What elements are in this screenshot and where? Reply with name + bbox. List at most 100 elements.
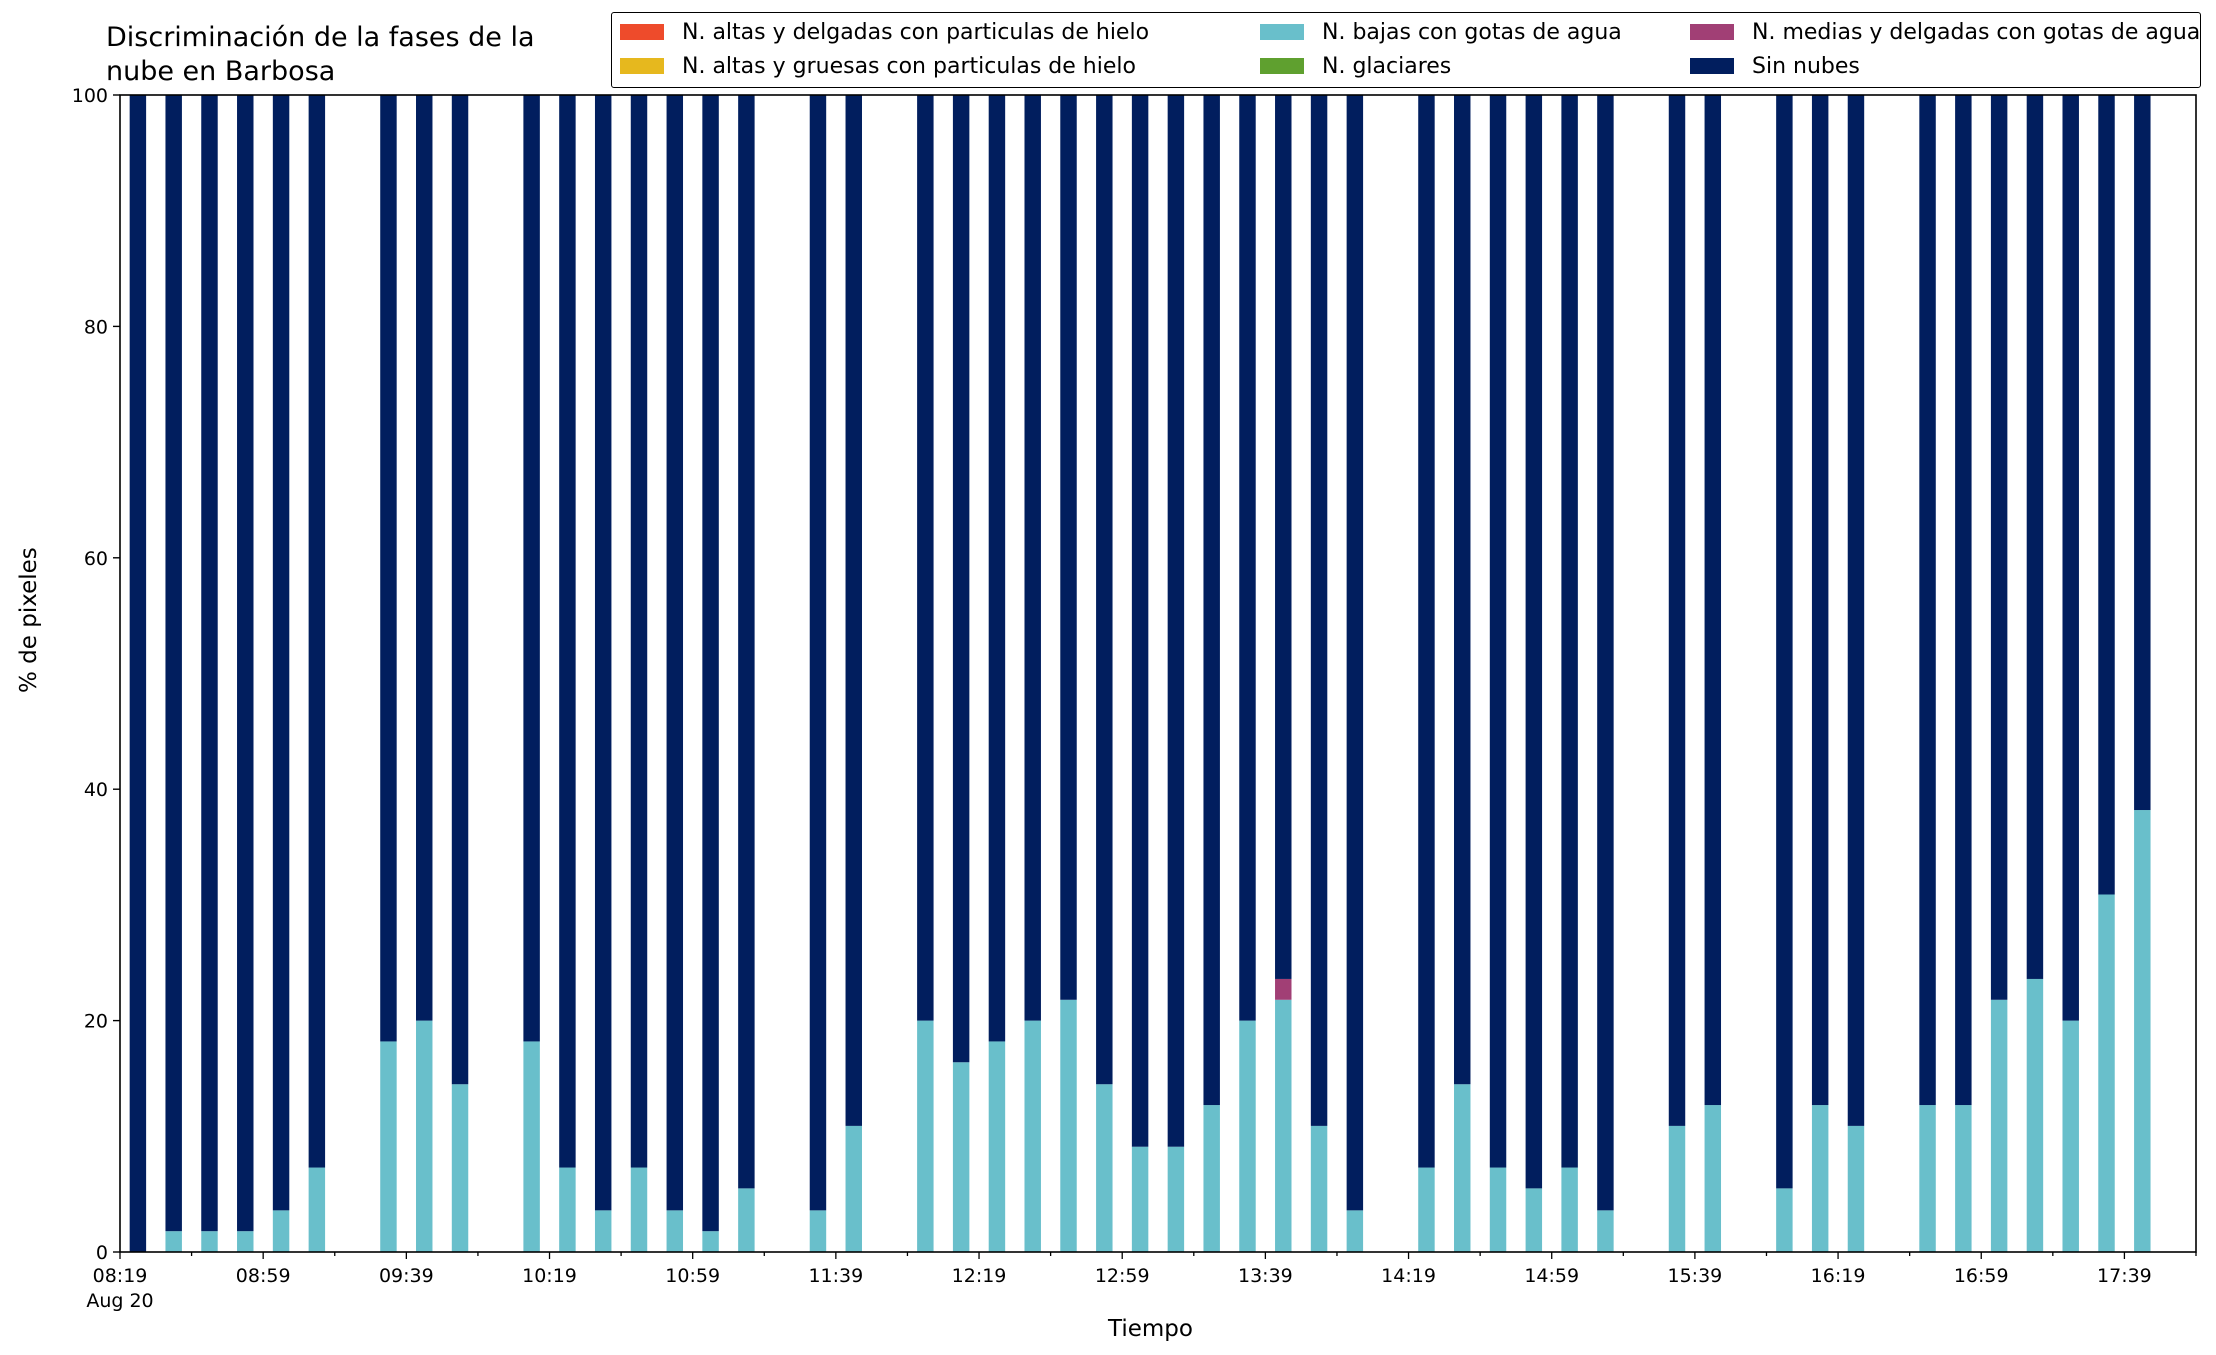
- x-tick-label: 14:19: [1381, 1265, 1436, 1287]
- bar-segment-s2-41: [1847, 95, 1865, 1126]
- bar-segment-s0-48: [2134, 810, 2151, 1252]
- bar-segment-s2-47: [2098, 95, 2115, 895]
- legend-label-medias-agua: N. medias y delgadas con gotas de agua: [1752, 19, 2201, 45]
- bar-segment-s0-26: [1203, 1105, 1220, 1252]
- bar-segment-s0-37: [1668, 1125, 1686, 1252]
- bar-segment-s0-43: [1955, 1105, 1972, 1252]
- bar-segment-s2-44: [1990, 95, 2008, 1000]
- legend-item-medias-agua: N. medias y delgadas con gotas de agua: [1690, 15, 2200, 49]
- bar-segment-s2-25: [1167, 95, 1185, 1147]
- y-axis-label: % de pixeles: [16, 547, 42, 693]
- y-tick-label: 100: [72, 85, 108, 107]
- bar-segment-s2-2: [201, 95, 218, 1232]
- bar-segment-s2-48: [2134, 95, 2151, 811]
- bar-segment-s0-40: [1811, 1105, 1829, 1252]
- bar-segment-s2-20: [988, 95, 1006, 1042]
- bar-segment-s2-12: [630, 95, 648, 1168]
- legend-label-altas-delgadas: N. altas y delgadas con particulas de hi…: [682, 19, 1150, 45]
- chart-legend: N. altas y delgadas con particulas de hi…: [611, 12, 2201, 88]
- y-tick-label: 60: [84, 548, 108, 570]
- bar-segment-s2-22: [1060, 95, 1077, 1000]
- legend-item-altas-delgadas: N. altas y delgadas con particulas de hi…: [620, 15, 1149, 49]
- bar-segment-s0-7: [416, 1020, 433, 1252]
- bar-segment-s0-44: [1990, 999, 2008, 1252]
- bar-segment-s2-30: [1346, 95, 1364, 1211]
- bar-segment-s0-1: [165, 1231, 182, 1252]
- bar-segment-s0-14: [702, 1231, 719, 1252]
- bar-segment-s2-35: [1561, 95, 1578, 1168]
- bar-segment-s0-15: [738, 1188, 755, 1252]
- legend-swatch-medias-agua: [1690, 24, 1734, 40]
- bar-segment-s0-9: [523, 1041, 540, 1252]
- x-tick-label: 09:39: [379, 1265, 434, 1287]
- y-tick-label: 80: [84, 316, 108, 338]
- bar-segment-s2-19: [952, 95, 970, 1063]
- bar-segment-s0-31: [1418, 1167, 1435, 1252]
- bar-segment-s0-13: [666, 1210, 684, 1252]
- bar-segment-s0-41: [1847, 1125, 1865, 1252]
- bar-segment-s0-23: [1096, 1084, 1113, 1252]
- bar-segment-s2-5: [308, 95, 326, 1168]
- bar-segment-s2-42: [1919, 95, 1936, 1106]
- bar-segment-s0-25: [1167, 1146, 1185, 1252]
- bar-segment-s2-8: [451, 95, 469, 1085]
- legend-item-glaciares: N. glaciares: [1260, 49, 1451, 83]
- plot-frame: [119, 94, 2197, 1253]
- bar-segment-s0-38: [1704, 1105, 1722, 1252]
- bar-segment-s0-4: [272, 1210, 290, 1252]
- x-tick-label: 08:59: [236, 1265, 291, 1287]
- x-tick-label: 12:59: [1095, 1265, 1150, 1287]
- x-tick-label: 10:59: [665, 1265, 720, 1287]
- bar-segment-s0-12: [630, 1167, 648, 1252]
- bar-segment-s2-10: [559, 95, 576, 1168]
- bar-segment-s0-2: [201, 1231, 218, 1252]
- bar-segment-s2-39: [1776, 95, 1793, 1189]
- y-tick-label: 40: [84, 779, 108, 801]
- legend-label-glaciares: N. glaciares: [1322, 53, 1452, 79]
- bar-segment-s2-1: [165, 95, 182, 1232]
- bar-segment-s0-22: [1060, 999, 1077, 1252]
- bar-segment-s0-45: [2026, 978, 2044, 1252]
- legend-label-bajas-agua: N. bajas con gotas de agua: [1322, 19, 1622, 45]
- bar-segment-s2-14: [702, 95, 719, 1232]
- bar-segment-s0-42: [1919, 1105, 1936, 1252]
- bar-segment-s0-35: [1561, 1167, 1578, 1252]
- axes-layer: 0 20 40 60 80 100 08:19 Aug 20 08:59 09:39 10:19 10…: [72, 85, 2197, 1312]
- legend-swatch-altas-delgadas: [620, 24, 664, 40]
- bar-segment-s2-23: [1096, 95, 1113, 1085]
- chart-title-line-1: Discriminación de la fases de la: [106, 22, 535, 53]
- x-tick-label: 08:19: [93, 1265, 148, 1287]
- bar-segment-s2-40: [1811, 95, 1829, 1106]
- bar-segment-s2-29: [1310, 95, 1328, 1126]
- bar-segment-s0-8: [451, 1084, 469, 1252]
- x-tick-label: 15:39: [1668, 1265, 1723, 1287]
- bar-segment-s0-3: [237, 1231, 254, 1252]
- legend-swatch-bajas-agua: [1260, 24, 1304, 40]
- bar-segment-s2-7: [416, 95, 433, 1021]
- bar-segment-s2-6: [380, 95, 397, 1042]
- bar-segment-s2-17: [845, 95, 862, 1126]
- x-date-label: Aug 20: [86, 1290, 153, 1312]
- bar-segment-s2-16: [809, 95, 827, 1211]
- bar-segment-s2-26: [1203, 95, 1220, 1106]
- y-tick-label: 0: [96, 1242, 108, 1264]
- bar-segment-s2-36: [1597, 95, 1614, 1211]
- bar-segment-s2-33: [1489, 95, 1507, 1168]
- legend-swatch-altas-gruesas: [620, 58, 664, 74]
- bar-segment-s2-28: [1275, 95, 1292, 979]
- bar-segment-s2-32: [1454, 95, 1471, 1085]
- bar-segment-s2-24: [1131, 95, 1149, 1147]
- x-tick-label: 12:19: [952, 1265, 1007, 1287]
- x-tick-label: 13:39: [1238, 1265, 1293, 1287]
- bar-segment-s0-11: [594, 1210, 612, 1252]
- bar-segment-s0-46: [2062, 1020, 2079, 1252]
- bar-segment-s0-33: [1489, 1167, 1507, 1252]
- legend-swatch-glaciares: [1260, 58, 1304, 74]
- bar-segment-s2-0: [129, 95, 147, 1252]
- bar-segment-s0-24: [1131, 1146, 1149, 1252]
- legend-label-altas-gruesas: N. altas y gruesas con particulas de hie…: [682, 53, 1136, 79]
- bar-segment-s0-20: [988, 1041, 1006, 1252]
- bar-segment-s2-13: [666, 95, 684, 1211]
- bars-layer: [129, 95, 2151, 1252]
